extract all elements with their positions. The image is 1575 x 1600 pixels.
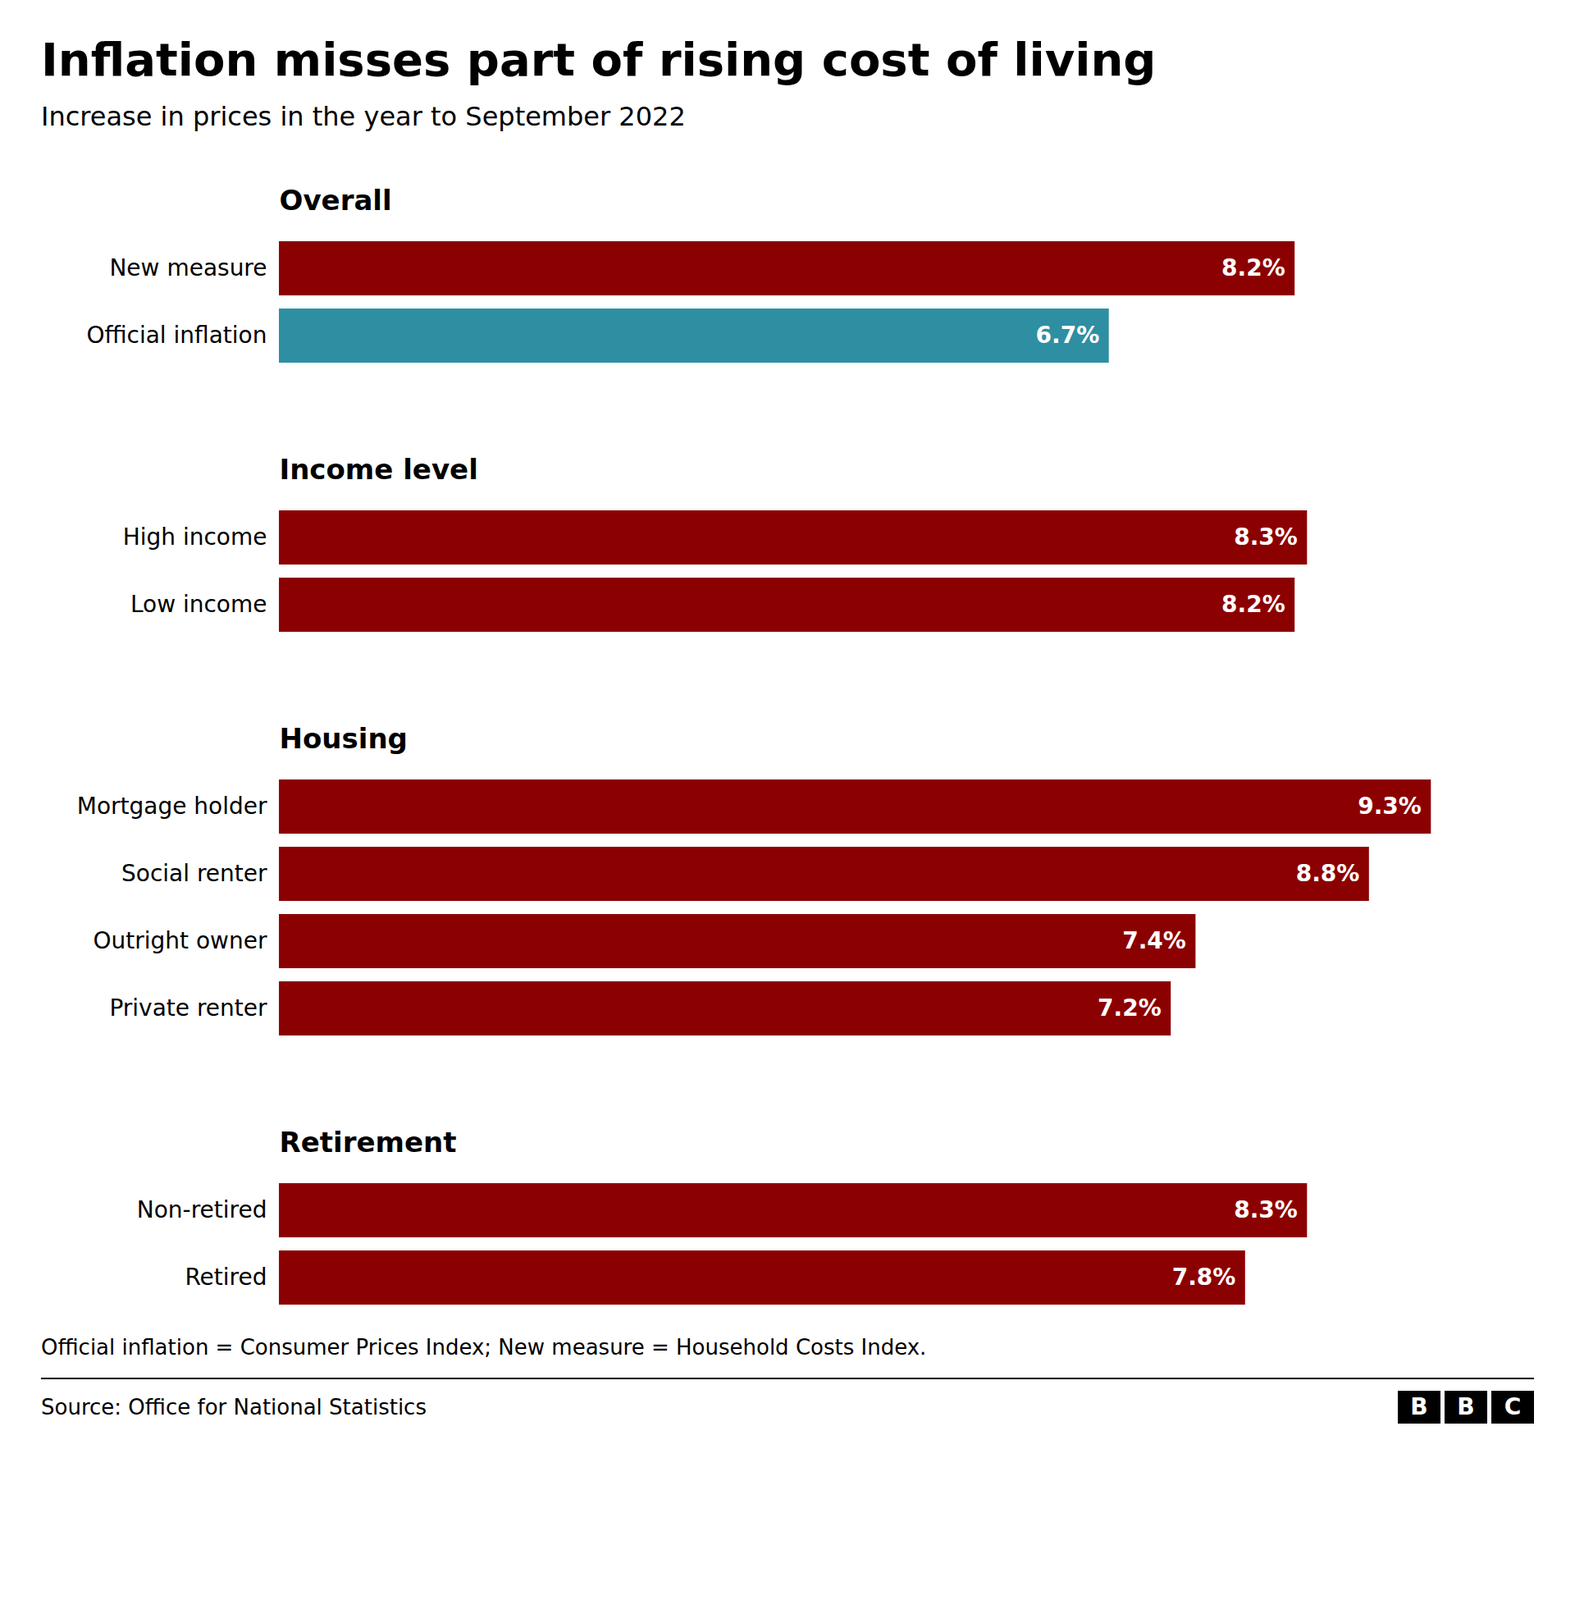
- svg-text:Mortgage holder: Mortgage holder: [77, 792, 268, 820]
- svg-text:9.3%: 9.3%: [1357, 792, 1422, 820]
- svg-text:Outright owner: Outright owner: [93, 926, 268, 955]
- svg-text:Official inflation: Official inflation: [86, 321, 267, 349]
- svg-text:8.3%: 8.3%: [1233, 1196, 1298, 1224]
- html-text:Source: Office for National St: Source: Office for National Statistics: [41, 1394, 427, 1420]
- svg-text:7.2%: 7.2%: [1097, 994, 1162, 1022]
- svg-text:8.2%: 8.2%: [1221, 254, 1286, 282]
- svg-text:Overall: Overall: [279, 183, 393, 217]
- html-text:Inflation misses part of risin: Inflation misses part of rising cost of …: [41, 32, 1157, 87]
- svg-text:8.3%: 8.3%: [1233, 523, 1298, 551]
- html-text:B: B: [1410, 1392, 1428, 1420]
- svg-text:Social renter: Social renter: [121, 859, 268, 887]
- svg-text:New measure: New measure: [109, 254, 267, 282]
- svg-text:7.8%: 7.8%: [1172, 1263, 1237, 1291]
- svg-text:7.4%: 7.4%: [1122, 926, 1187, 955]
- svg-text:Non-retired: Non-retired: [136, 1196, 268, 1224]
- html-text:C: C: [1504, 1392, 1522, 1420]
- html-text:Official inflation = Consumer: Official inflation = Consumer Prices Ind…: [41, 1334, 927, 1360]
- html-text:Increase in prices in the year: Increase in prices in the year to Septem…: [41, 100, 686, 133]
- svg-text:Housing: Housing: [279, 721, 408, 755]
- svg-text:Retired: Retired: [184, 1263, 267, 1291]
- svg-text:8.2%: 8.2%: [1221, 590, 1286, 618]
- svg-text:8.8%: 8.8%: [1296, 859, 1361, 887]
- svg-text:6.7%: 6.7%: [1036, 321, 1101, 349]
- svg-text:Retirement: Retirement: [279, 1125, 457, 1159]
- svg-text:High income: High income: [123, 523, 268, 551]
- svg-text:Private renter: Private renter: [109, 994, 268, 1022]
- svg-text:Low income: Low income: [130, 590, 268, 618]
- svg-text:Income level: Income level: [279, 452, 479, 486]
- html-text:B: B: [1457, 1392, 1475, 1420]
